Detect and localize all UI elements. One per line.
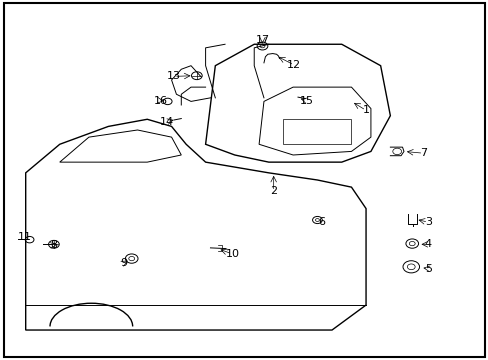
Text: 9: 9 <box>120 258 127 268</box>
Text: 8: 8 <box>50 240 58 250</box>
Text: 13: 13 <box>167 71 181 81</box>
Text: 15: 15 <box>299 96 313 106</box>
Text: 2: 2 <box>269 186 277 197</box>
Bar <box>283 119 351 144</box>
Text: 12: 12 <box>286 60 301 70</box>
Text: 10: 10 <box>225 249 239 259</box>
Text: 7: 7 <box>419 148 426 158</box>
Text: 17: 17 <box>255 35 269 45</box>
Text: 3: 3 <box>424 217 431 227</box>
Text: 1: 1 <box>362 105 369 115</box>
Text: 16: 16 <box>154 96 167 106</box>
Text: 4: 4 <box>424 239 431 249</box>
Text: 5: 5 <box>424 264 431 274</box>
Text: 11: 11 <box>18 232 32 242</box>
Text: 6: 6 <box>317 217 324 227</box>
Text: 14: 14 <box>159 117 173 127</box>
